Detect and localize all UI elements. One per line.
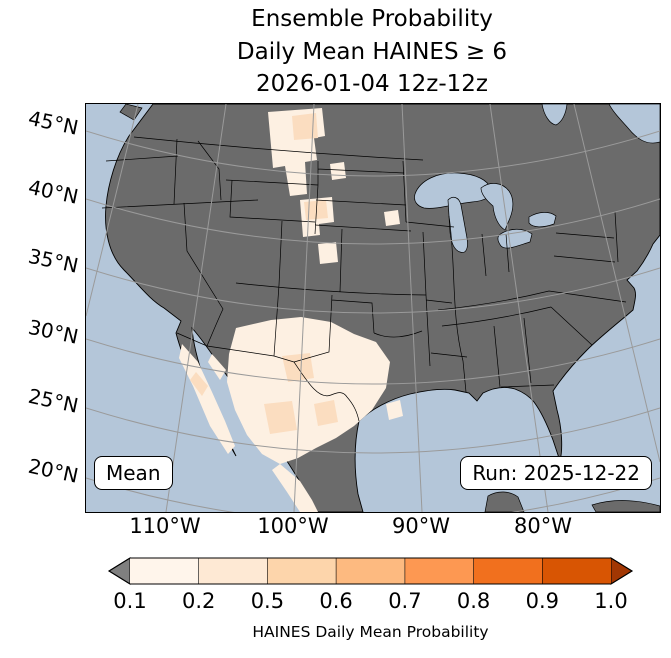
lat-label-35n: 35°N: [26, 243, 81, 278]
prob-patch-dakotas: [384, 210, 400, 226]
title-line-3: 2026-01-04 12z-12z: [256, 71, 488, 97]
prob-patch-baja: [179, 344, 235, 454]
title-line-1: Ensemble Probability: [251, 6, 493, 32]
lon-label-110w: 110°W: [129, 514, 201, 538]
prob-mid-montana: [292, 113, 318, 140]
lon-label-100w: 100°W: [257, 514, 329, 538]
colorbar-tick-0.5: 0.5: [250, 589, 285, 613]
lat-label-40n: 40°N: [26, 174, 81, 209]
colorbar: 0.1 0.2 0.5 0.6 0.7 0.8 0.9 1.0 HAINES D…: [108, 557, 633, 652]
lat-label-25n: 25°N: [26, 383, 81, 418]
colorbar-tick-0.6: 0.6: [319, 589, 353, 613]
meridian-100w: [293, 104, 315, 512]
colorbar-under-arrow: [108, 557, 131, 585]
colorbar-tick-0.2: 0.2: [181, 589, 216, 613]
prob-patch-wyoming-colorado: [318, 242, 338, 264]
statistic-box: Mean: [94, 456, 173, 490]
parallel-30n: [86, 338, 660, 385]
colorbar-tick-0.1: 0.1: [113, 589, 147, 613]
colorbar-segment-dividers: [198, 558, 543, 584]
meridian-110w: [165, 104, 227, 512]
prob-mid-west-texas: [314, 400, 338, 426]
prob-mid-montana-south: [304, 200, 328, 220]
colorbar-tick-1.0: 1.0: [594, 589, 628, 613]
lon-label-80w: 80°W: [514, 514, 572, 538]
prob-mid-chihuahua: [264, 401, 297, 434]
lat-label-20n: 20°N: [26, 453, 81, 488]
meridian-90w: [401, 104, 423, 512]
state-borders: [101, 136, 627, 422]
lat-label-30n: 30°N: [26, 314, 81, 349]
prob-patch-sonora: [208, 354, 226, 380]
colorbar-segment-7: [542, 558, 611, 584]
gulf-of-st-lawrence: [608, 104, 660, 144]
map-axes: [85, 103, 661, 513]
prob-patch-southwest: [227, 317, 390, 464]
colorbar-title: HAINES Daily Mean Probability: [252, 623, 489, 641]
parallel-45n: [86, 130, 660, 177]
meridian-70w: [573, 104, 660, 463]
figure-title: Ensemble Probability Daily Mean HAINES ≥…: [85, 3, 659, 101]
inland-water-group: [414, 104, 660, 253]
conus-map: [86, 104, 660, 512]
colorbar-segment-2: [198, 558, 268, 584]
colorbar-segment-6: [473, 558, 543, 584]
graticule: [86, 104, 660, 512]
colorbar-bar: [108, 557, 633, 585]
colorbar-tick-0.8: 0.8: [456, 589, 491, 613]
prob-patch-montana-east: [330, 162, 346, 180]
run-date-box: Run: 2025-12-22: [460, 456, 652, 490]
yucatan-peninsula: [484, 491, 525, 512]
colorbar-segment-3: [267, 558, 337, 584]
colorbar-tick-0.9: 0.9: [525, 589, 559, 613]
colorbar-segment-1: [130, 558, 199, 584]
lake-michigan: [447, 196, 468, 253]
prob-patch-texas-central: [386, 400, 403, 420]
lat-label-45n: 45°N: [26, 105, 81, 140]
parallel-20n: [86, 477, 660, 512]
colorbar-tick-0.7: 0.7: [388, 589, 422, 613]
lake-ontario: [528, 212, 557, 228]
parallel-35n: [86, 267, 660, 314]
parallel-40n: [86, 198, 660, 245]
james-bay: [541, 104, 568, 126]
colorbar-over-arrow: [610, 557, 633, 585]
meridian-120w: [86, 104, 139, 317]
parallel-25n: [86, 407, 660, 454]
colorbar-segment-5: [404, 558, 474, 584]
meridian-80w: [489, 104, 549, 512]
prob-mid-baja: [190, 372, 208, 396]
lon-label-90w: 90°W: [392, 514, 450, 538]
colorbar-outline: [108, 557, 633, 585]
title-line-2: Daily Mean HAINES ≥ 6: [236, 38, 508, 65]
cuba: [591, 500, 660, 512]
colorbar-segment-4: [336, 558, 405, 584]
